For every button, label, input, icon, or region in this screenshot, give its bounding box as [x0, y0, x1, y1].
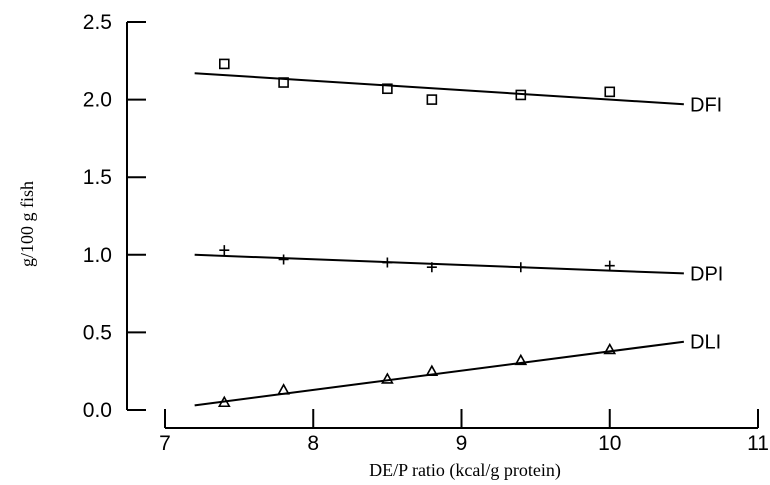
- x-tick-label: 10: [598, 432, 621, 455]
- data-point-plus: [219, 245, 230, 256]
- fit-line: [194, 340, 685, 407]
- series-dpi: DPI: [194, 245, 723, 285]
- data-point-square: [219, 58, 230, 70]
- y-tick-label: 2.0: [83, 89, 112, 112]
- data-point-triangle: [277, 383, 290, 395]
- fit-line: [194, 253, 684, 275]
- data-point-triangle: [514, 353, 528, 366]
- x-axis-label: DE/P ratio (kcal/g protein): [369, 460, 561, 481]
- x-tick-label: 11: [747, 432, 769, 455]
- x-tick-label: 9: [456, 432, 468, 455]
- data-point-triangle: [217, 395, 231, 408]
- x-tick-label: 7: [159, 432, 171, 455]
- data-point-plus: [515, 262, 526, 273]
- y-axis-label: g/100 g fish: [17, 181, 37, 267]
- y-ticks: 0.0 0.5 1.0 1.5 2.0 2.5: [83, 11, 146, 422]
- data-point-square: [515, 89, 527, 101]
- x-ticks: 7 8 9 10 11: [159, 409, 769, 455]
- plot-area: DFI DPI DLI: [194, 58, 723, 408]
- y-tick-label: 0.0: [83, 399, 112, 422]
- data-point-square: [604, 86, 616, 98]
- series-label: DPI: [690, 263, 723, 285]
- data-point-square: [382, 83, 393, 95]
- series-label: DLI: [690, 332, 721, 354]
- series-dli: DLI: [194, 332, 721, 408]
- y-tick-label: 2.5: [83, 11, 112, 34]
- data-point-plus: [604, 260, 615, 271]
- series-label: DFI: [690, 94, 722, 116]
- x-tick-label: 8: [307, 432, 319, 455]
- data-point-triangle: [603, 342, 617, 355]
- series-dfi: DFI: [194, 58, 722, 116]
- data-point-plus: [426, 262, 437, 273]
- y-tick-label: 0.5: [83, 321, 112, 344]
- data-point-triangle: [381, 372, 394, 384]
- y-tick-label: 1.0: [83, 244, 112, 267]
- data-point-square: [426, 94, 438, 105]
- data-point-triangle: [425, 364, 439, 376]
- data-point-plus: [278, 254, 289, 265]
- y-tick-label: 1.5: [83, 166, 112, 189]
- axes: [126, 22, 758, 429]
- fit-line: [194, 72, 684, 106]
- data-point-square: [278, 77, 289, 88]
- data-point-plus: [382, 257, 393, 268]
